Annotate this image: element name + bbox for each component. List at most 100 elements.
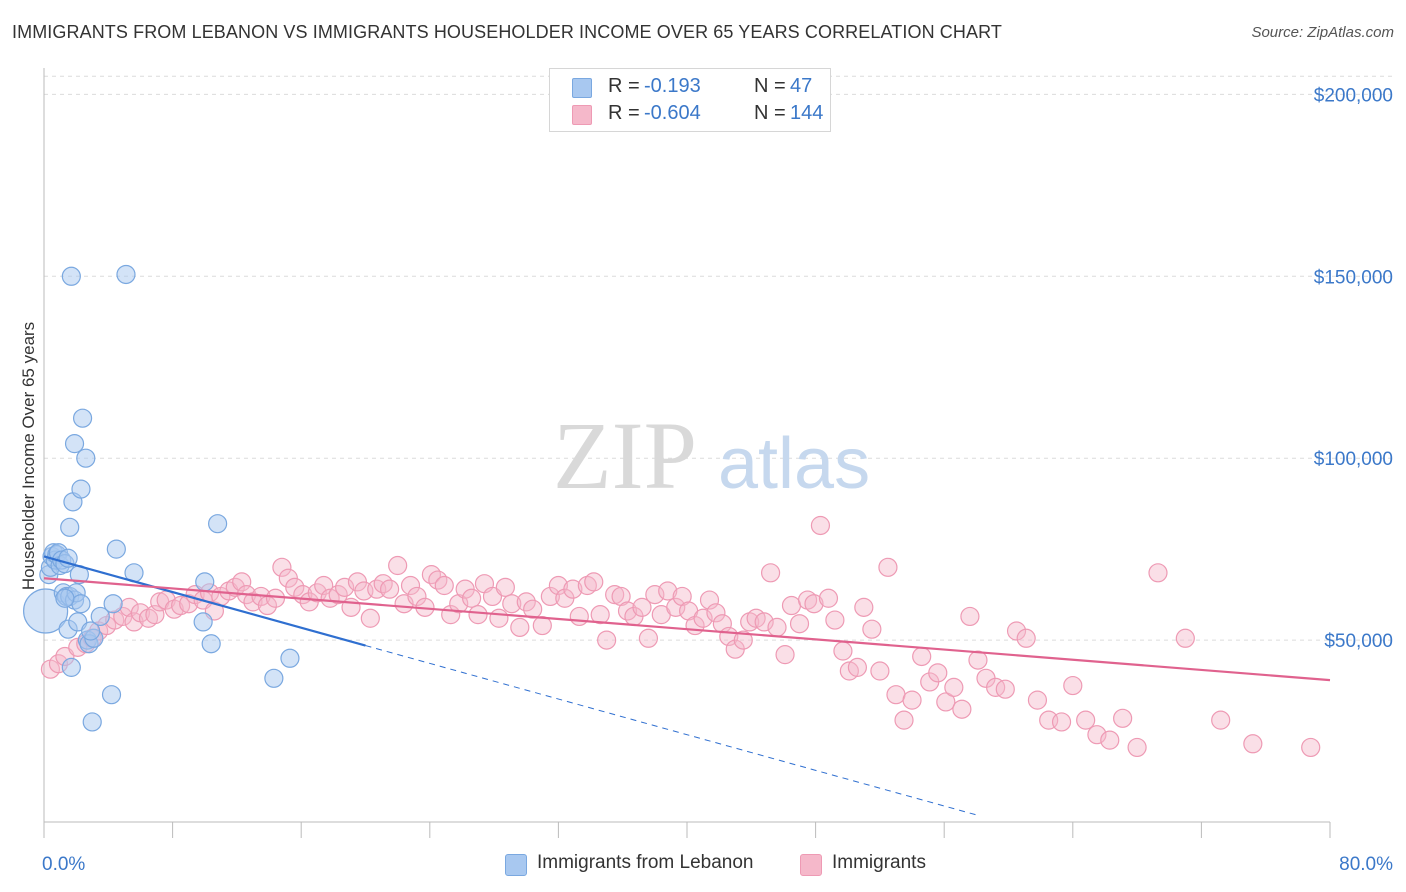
bottom-swatch-lebanon	[505, 854, 527, 876]
immigrants-point	[902, 690, 922, 710]
immigrants-point	[1051, 712, 1072, 732]
lebanon-point	[195, 572, 215, 592]
immigrants-point	[781, 595, 802, 616]
immigrants-point	[164, 599, 184, 619]
immigrants-point	[986, 677, 1006, 697]
immigrants-point	[944, 677, 964, 697]
immigrants-point	[1016, 628, 1036, 648]
immigrants-point	[380, 579, 400, 599]
x-tick-labels: 0.0% 80.0%	[42, 854, 1393, 875]
immigrants-point	[1148, 563, 1168, 583]
immigrants-point	[847, 657, 867, 677]
y-tick-label: $150,000	[1314, 267, 1393, 288]
immigrants-point	[1211, 710, 1231, 730]
immigrants-point	[789, 614, 810, 634]
stats-legend: R = -0.193 N = 47 R = -0.604 N = 144	[549, 68, 831, 132]
immigrants-point	[605, 585, 625, 605]
immigrants-point	[495, 577, 515, 597]
lebanon-trend-line	[43, 555, 366, 647]
chart-source: Source: ZipAtlas.com	[1251, 24, 1394, 41]
lebanon-point	[82, 712, 102, 732]
axes	[43, 68, 1331, 838]
y-tick-label: $100,000	[1314, 449, 1393, 470]
immigrants-point	[1127, 737, 1147, 758]
lebanon-point	[103, 594, 123, 614]
lebanon-point	[72, 408, 93, 428]
lebanon-point	[71, 594, 91, 614]
immigrants-point	[265, 588, 286, 608]
immigrants-point	[995, 679, 1015, 699]
immigrants-trend-line	[43, 577, 1331, 682]
immigrants-point	[388, 555, 408, 576]
x-tick-label: 0.0%	[42, 854, 85, 875]
immigrants-point	[804, 594, 824, 614]
immigrants-point	[645, 585, 665, 605]
immigrants-point	[760, 563, 781, 583]
immigrants-point	[797, 590, 818, 610]
x-tick-label: 80.0%	[1339, 854, 1393, 875]
immigrants-point	[740, 612, 760, 632]
legend-n-value: 144	[790, 102, 824, 124]
lebanon-point	[60, 517, 80, 537]
immigrants-point	[968, 650, 988, 670]
y-axis-label: Householder Income Over 65 years	[19, 322, 38, 590]
bottom-swatch-immigrants	[800, 854, 822, 876]
immigrants-point	[590, 605, 610, 625]
lebanon-point	[81, 621, 101, 641]
lebanon-point	[208, 514, 228, 534]
lebanon-point	[280, 648, 300, 668]
immigrants-point	[894, 710, 914, 730]
immigrants-point	[666, 597, 686, 617]
immigrants-point	[577, 575, 597, 596]
immigrants-point	[1243, 734, 1263, 754]
immigrants-point	[468, 605, 488, 625]
immigrants-point	[733, 630, 753, 650]
immigrants-point	[775, 645, 795, 665]
watermark-atlas: atlas	[718, 424, 870, 504]
legend-r-value: -0.604	[644, 102, 701, 124]
immigrants-point	[952, 699, 972, 719]
immigrants-point	[960, 606, 980, 627]
immigrants-point	[407, 586, 427, 607]
immigrants-point	[540, 586, 560, 607]
lebanon-point	[61, 657, 81, 677]
immigrants-point	[854, 597, 874, 617]
immigrants-point	[638, 628, 659, 648]
immigrants-point	[1076, 710, 1096, 730]
immigrants-point	[1301, 737, 1321, 758]
immigrants-point	[886, 685, 906, 705]
legend-r-label: R =	[608, 75, 640, 97]
immigrants-point	[767, 617, 787, 637]
watermark-zip: ZIP	[553, 402, 697, 509]
immigrants-point	[1063, 675, 1083, 696]
legend-swatch-immigrants	[572, 105, 592, 125]
immigrants-point	[569, 606, 589, 627]
lebanon-point	[64, 434, 85, 454]
immigrants-point	[1100, 730, 1120, 750]
immigrants-point	[1006, 621, 1027, 641]
immigrants-point	[810, 515, 831, 536]
immigrants-point	[145, 605, 165, 625]
immigrants-point	[400, 575, 421, 596]
legend-n-value: 47	[790, 75, 813, 97]
lebanon-point	[61, 266, 81, 286]
immigrants-point	[632, 597, 652, 617]
legend-n-label: N =	[754, 102, 786, 124]
chart-title: IMMIGRANTS FROM LEBANON VS IMMIGRANTS HO…	[12, 22, 1002, 42]
immigrants-point	[1175, 628, 1195, 648]
lebanon-point	[106, 539, 126, 559]
grid-lines	[44, 75, 1395, 641]
immigrants-point	[232, 572, 252, 592]
immigrants-point	[510, 617, 530, 637]
legend-r-value: -0.193	[644, 75, 701, 97]
lebanon-point	[55, 588, 75, 608]
immigrants-point	[825, 610, 845, 630]
immigrants-point	[523, 599, 543, 619]
legend-n-label: N =	[754, 75, 786, 97]
immigrants-point	[818, 588, 839, 608]
lebanon-point	[90, 606, 110, 627]
immigrants-point	[928, 663, 948, 683]
lebanon-point	[116, 264, 136, 285]
y-tick-label: $200,000	[1314, 85, 1393, 106]
bottom-legend-label: Immigrants from Lebanon	[537, 852, 754, 873]
